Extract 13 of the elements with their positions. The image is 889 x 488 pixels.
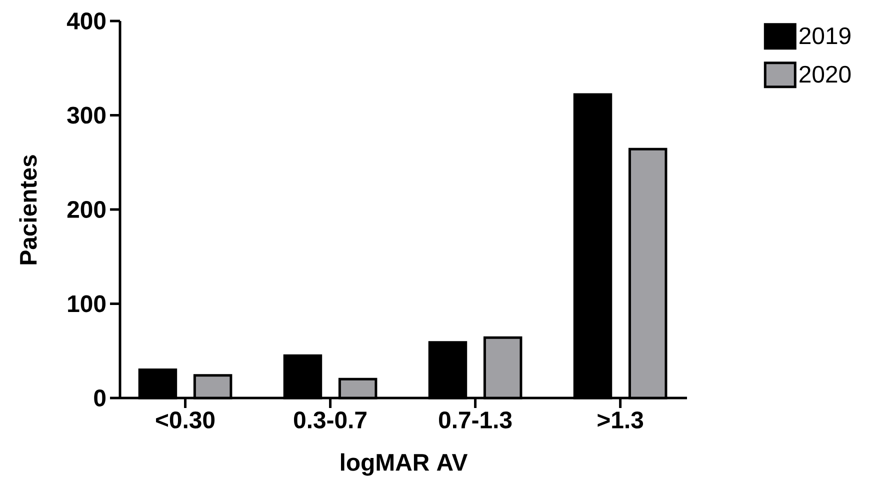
x-tick-label: >1.3 xyxy=(598,412,644,428)
x-tick-label: 0.7-1.3 xyxy=(439,412,512,428)
x-axis-title: logMAR AV xyxy=(340,453,468,476)
y-tick-label: 300 xyxy=(67,106,106,124)
y-tick-label: 200 xyxy=(67,201,106,218)
legend-label: 2019 xyxy=(800,27,850,44)
x-tick-label: 0.3-0.7 xyxy=(294,412,366,428)
y-axis-title: Pacientes xyxy=(19,155,37,264)
y-tick-label: 100 xyxy=(68,295,106,312)
y-tick-label: 400 xyxy=(66,12,106,30)
y-tick-label: 0 xyxy=(94,390,106,406)
legend-label: 2020 xyxy=(800,66,851,83)
x-tick-label: <0.30 xyxy=(156,412,215,428)
